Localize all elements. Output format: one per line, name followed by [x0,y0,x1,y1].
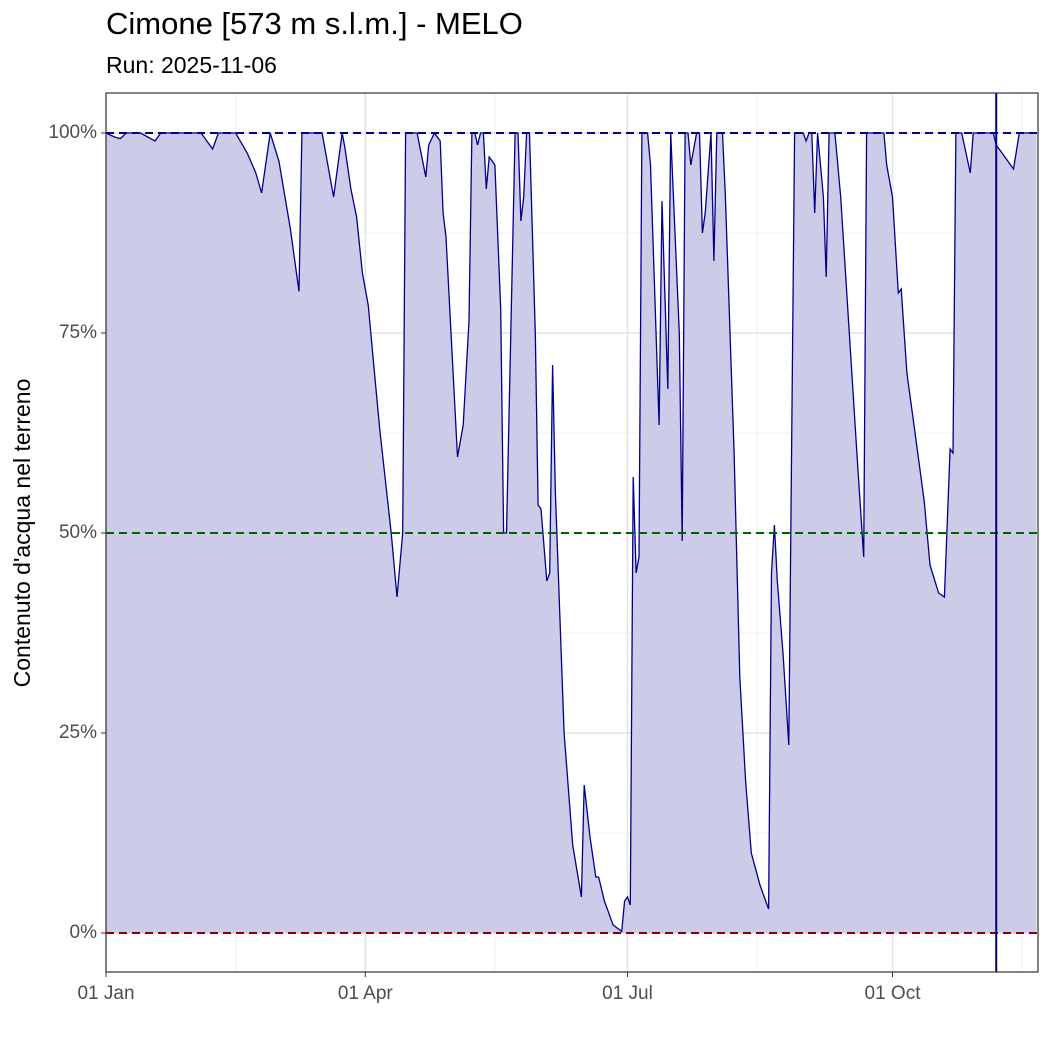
y-tick-label: 75% [59,322,97,343]
x-tick-label: 01 Oct [865,983,922,1004]
x-tick-label: 01 Jan [77,983,134,1004]
x-tick-label: 01 Jul [602,983,653,1004]
chart-subtitle: Run: 2025-11-06 [106,52,277,78]
x-tick-label: 01 Apr [338,983,394,1004]
y-tick-label: 100% [48,122,97,143]
chart-title: Cimone [573 m s.l.m.] - MELO [106,6,523,41]
line [105,131,1037,933]
y-axis-label: Contenuto d'acqua nel terreno [9,379,35,688]
y-tick-label: 25% [59,722,97,743]
area [106,133,1037,933]
y-tick-label: 50% [59,522,97,543]
y-tick-label: 0% [70,922,98,943]
